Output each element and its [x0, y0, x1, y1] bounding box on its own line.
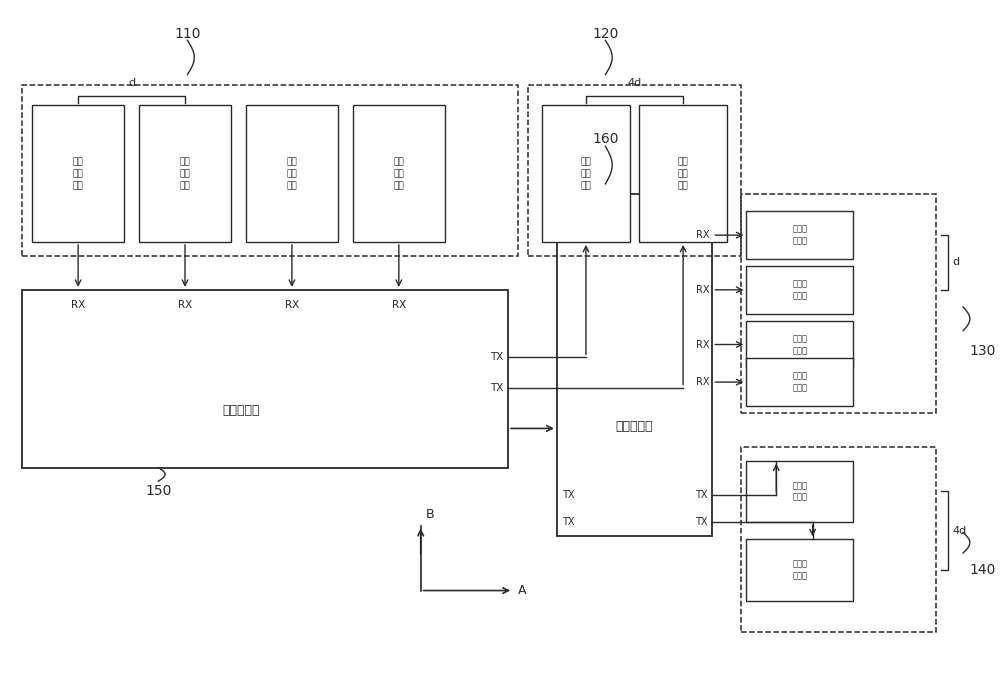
Text: 第一
接收
天线: 第一 接收 天线: [287, 157, 297, 190]
Text: RX: RX: [285, 300, 299, 310]
Text: RX: RX: [696, 377, 709, 387]
Text: RX: RX: [392, 300, 406, 310]
Text: 第一
发射
天线: 第一 发射 天线: [581, 157, 591, 190]
Bar: [139, 105, 231, 242]
Bar: [32, 105, 124, 242]
Bar: [639, 105, 727, 242]
Bar: [746, 212, 853, 259]
Text: 第一
接收
天线: 第一 接收 天线: [393, 157, 404, 190]
Text: RX: RX: [178, 300, 192, 310]
Text: 第二接
收天线: 第二接 收天线: [792, 334, 807, 355]
Text: 160: 160: [592, 132, 619, 147]
Text: 150: 150: [145, 484, 171, 498]
Text: TX: TX: [562, 517, 574, 527]
Text: 第一
接收
天线: 第一 接收 天线: [180, 157, 190, 190]
Bar: [746, 358, 853, 406]
Text: 主雷达芯片: 主雷达芯片: [222, 404, 260, 417]
Text: TX: TX: [490, 382, 503, 393]
Text: 120: 120: [592, 27, 619, 41]
Text: d: d: [952, 258, 959, 267]
Text: 第二发
射天线: 第二发 射天线: [792, 481, 807, 502]
Text: RX: RX: [696, 230, 709, 240]
Text: TX: TX: [490, 352, 503, 362]
Bar: [746, 461, 853, 522]
Bar: [746, 320, 853, 369]
Text: 从雷达芯片: 从雷达芯片: [616, 420, 653, 433]
Bar: [557, 194, 712, 536]
Text: TX: TX: [695, 517, 707, 527]
Text: 4d: 4d: [627, 79, 642, 88]
Text: TX: TX: [695, 490, 707, 500]
Text: RX: RX: [696, 340, 709, 349]
Text: RX: RX: [696, 285, 709, 295]
Text: B: B: [426, 508, 434, 521]
Bar: [353, 105, 445, 242]
Text: 第二接
收天线: 第二接 收天线: [792, 225, 807, 245]
Bar: [22, 85, 518, 256]
Text: 第二接
收天线: 第二接 收天线: [792, 280, 807, 300]
Text: 130: 130: [970, 344, 996, 358]
Text: 4d: 4d: [952, 526, 967, 536]
Text: A: A: [518, 584, 526, 597]
Text: 140: 140: [970, 563, 996, 577]
Bar: [22, 290, 508, 468]
Bar: [746, 266, 853, 313]
Bar: [741, 447, 936, 632]
Text: RX: RX: [71, 300, 85, 310]
Bar: [746, 539, 853, 601]
Text: d: d: [128, 79, 135, 88]
Bar: [542, 105, 630, 242]
Bar: [246, 105, 338, 242]
Text: 第二接
收天线: 第二接 收天线: [792, 371, 807, 393]
Text: 第二发
射天线: 第二发 射天线: [792, 559, 807, 580]
Text: 110: 110: [174, 27, 201, 41]
Text: TX: TX: [562, 490, 574, 500]
Text: 第一
接收
天线: 第一 接收 天线: [73, 157, 83, 190]
Bar: [741, 194, 936, 413]
Bar: [528, 85, 741, 256]
Text: 第一
发射
天线: 第一 发射 天线: [678, 157, 689, 190]
